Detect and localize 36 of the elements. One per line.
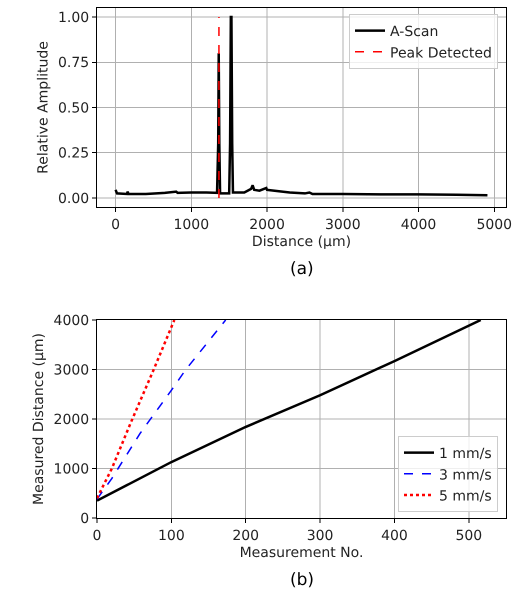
x-tick-label: 0 <box>111 216 120 233</box>
x-tick-label: 100 <box>158 528 185 544</box>
x-tick-label: 1000 <box>173 216 210 233</box>
x-tick-label: 300 <box>306 528 334 544</box>
x-tick-label: 400 <box>381 528 408 544</box>
x-tick-label: 3000 <box>324 216 361 233</box>
legend-label: 5 mm/s <box>439 488 492 504</box>
y-tick-label: 2000 <box>54 412 90 428</box>
x-axis-title: Measurement No. <box>240 545 364 562</box>
y-axis-title: Measured Distance (µm) <box>31 333 48 505</box>
line-series <box>97 320 226 500</box>
text: (a) <box>290 259 314 279</box>
x-tick-label: 500 <box>455 528 482 544</box>
y-tick-label: 0.00 <box>58 190 90 207</box>
x-tick-label: 200 <box>232 528 260 544</box>
text: (b) <box>290 570 314 590</box>
legend-label: Peak Detected <box>390 45 492 62</box>
y-tick-label: 0.50 <box>58 100 90 116</box>
y-tick-label: 1.00 <box>58 10 90 26</box>
y-tick-label: 3000 <box>54 362 90 378</box>
line-series <box>97 320 176 500</box>
y-tick-label: 1000 <box>54 461 90 478</box>
y-tick-label: 0 <box>80 510 90 527</box>
x-tick-label: 4000 <box>400 216 436 233</box>
line-series <box>114 16 489 196</box>
x-tick-label: 2000 <box>249 216 285 233</box>
y-tick-label: 4000 <box>54 312 90 329</box>
legend-label: A-Scan <box>390 24 438 40</box>
y-tick-label: 0.75 <box>58 55 90 72</box>
y-tick-label: 0.25 <box>58 146 90 162</box>
x-tick-label: 5000 <box>476 216 512 233</box>
legend-label: 3 mm/s <box>439 467 492 484</box>
legend-label: 1 mm/s <box>439 446 492 462</box>
x-axis-title: Distance (µm) <box>252 234 352 250</box>
x-tick-label: 0 <box>92 528 102 544</box>
y-axis-title: Relative Amplitude <box>36 41 52 174</box>
